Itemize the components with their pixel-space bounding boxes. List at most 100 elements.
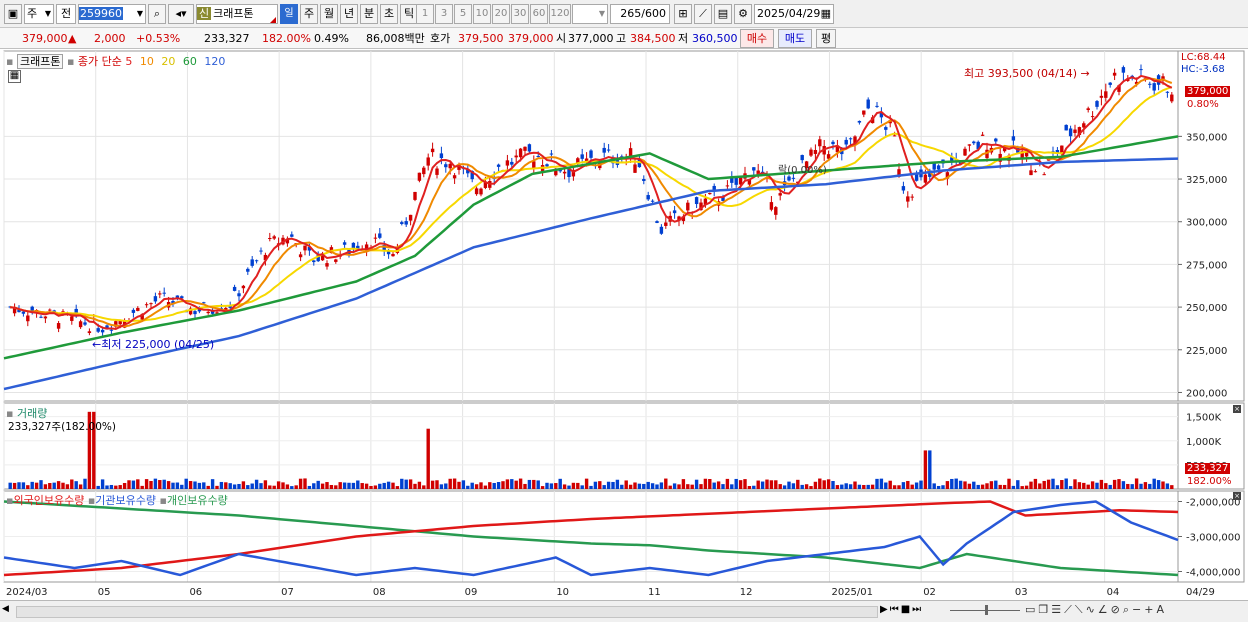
volume-bar	[395, 486, 400, 489]
minus-icon[interactable]: −	[1132, 603, 1145, 616]
volume-bar	[136, 479, 140, 489]
stop-icon[interactable]: ■	[900, 604, 913, 615]
candle	[549, 153, 554, 155]
candle	[518, 148, 523, 158]
candle	[1077, 127, 1082, 136]
candle	[202, 302, 206, 304]
volume-bar	[413, 483, 417, 489]
candle	[879, 112, 884, 118]
prev-button[interactable]: 전	[56, 4, 76, 24]
candle	[356, 245, 360, 250]
volume-bar	[796, 479, 800, 489]
tab-6[interactable]: 틱	[400, 4, 418, 24]
candle	[307, 246, 312, 251]
stock-chart[interactable]: 2024/03 05 06 07 08 09 10 11 12 2025/01 02 03 04 04/2…	[0, 49, 1248, 601]
interval-button-5[interactable]: 5	[454, 4, 472, 24]
sound-icon[interactable]: ◂▾	[168, 4, 194, 24]
tab-3[interactable]: 년	[340, 4, 358, 24]
interval-button-30[interactable]: 30	[511, 4, 529, 24]
interval-button-60[interactable]: 60	[530, 4, 548, 24]
axis-frame-1	[1177, 402, 1245, 490]
zoom-in-icon[interactable]: ⌕	[1122, 603, 1133, 616]
volume-bar	[140, 485, 144, 489]
date-field[interactable]: 2025/04/29 ▦	[754, 4, 834, 24]
interval-button-120[interactable]: 120	[549, 4, 571, 24]
trend-icon[interactable]: ⟍	[1074, 603, 1086, 616]
stock-name-field[interactable]: 신 크래프톤	[196, 4, 278, 24]
tab-5[interactable]: 초	[380, 4, 398, 24]
individual-holdings-line	[3, 500, 1179, 577]
volume-bar	[690, 484, 694, 489]
sell-button[interactable]: 매도	[778, 29, 812, 48]
scrollbar-track[interactable]	[16, 606, 878, 618]
candle	[1095, 101, 1099, 107]
save-icon[interactable]: ▤	[714, 4, 732, 24]
search-icon[interactable]: ⌕	[148, 4, 166, 24]
line-tool-icon[interactable]: ⟋	[1064, 603, 1075, 616]
rectangle-icon[interactable]: ▭	[1025, 603, 1039, 616]
candle	[677, 216, 681, 221]
stock-code-input[interactable]: 259960 ▼	[78, 4, 146, 24]
candle	[1134, 81, 1139, 84]
average-button[interactable]: 평	[816, 29, 836, 48]
font-size-icon[interactable]: A	[1156, 603, 1168, 616]
candle	[1064, 124, 1068, 131]
zoom-slider-handle[interactable]	[985, 605, 988, 615]
candle	[1055, 150, 1060, 154]
tab-2[interactable]: 월	[320, 4, 338, 24]
volume-bar	[26, 485, 30, 489]
tab-0[interactable]: 일	[280, 4, 298, 24]
layout-icon[interactable]: ▣	[4, 4, 22, 24]
candle	[325, 263, 329, 267]
period-type-select[interactable]: 주 ▼	[24, 4, 54, 24]
close-panel-icon[interactable]: ×	[1233, 405, 1241, 413]
fast-forward-icon[interactable]: ⏭	[912, 604, 924, 615]
plus-icon[interactable]: +	[1144, 603, 1157, 616]
draw-line-icon[interactable]: ⟋	[694, 4, 712, 24]
candle-icon[interactable]: ⊞	[674, 4, 692, 24]
play-icon[interactable]: ▶	[880, 604, 890, 615]
volume-bar	[611, 481, 615, 489]
interval-button-1[interactable]: 1	[416, 4, 434, 24]
volume-bar	[866, 484, 870, 489]
volume-bar	[708, 478, 712, 489]
candle	[1046, 159, 1051, 161]
volume-bar	[633, 482, 637, 489]
ex-rights-annotation: 락(0.00%)	[778, 165, 827, 176]
chevron-down-icon: ▼	[44, 9, 51, 18]
buy-button[interactable]: 매수	[740, 29, 774, 48]
volume-bar	[373, 485, 378, 489]
candle	[756, 170, 760, 176]
stack-icon[interactable]: ☰	[1051, 603, 1065, 616]
interval-button-3[interactable]: 3	[435, 4, 453, 24]
candle	[738, 177, 743, 185]
volume-bar	[778, 484, 782, 489]
volume-bar	[501, 481, 505, 489]
interval-button-10[interactable]: 10	[473, 4, 491, 24]
rewind-icon[interactable]: ⏮	[889, 604, 901, 615]
volume-bar	[980, 484, 985, 489]
candle	[826, 154, 831, 159]
scroll-left-icon[interactable]: ◀	[2, 604, 9, 614]
tab-1[interactable]: 주	[300, 4, 318, 24]
calculator-icon[interactable]: ▦	[8, 70, 21, 83]
scroll-controls: ▶⏮■⏭	[880, 604, 923, 615]
high-price: 384,500	[630, 32, 676, 45]
copy-icon[interactable]: ❐	[1038, 603, 1052, 616]
count-field[interactable]: 265/600	[610, 4, 670, 24]
close-panel-icon[interactable]: ×	[1233, 492, 1241, 500]
tab-4[interactable]: 분	[360, 4, 378, 24]
link-icon[interactable]: ⊘	[1110, 603, 1123, 616]
candle	[21, 311, 26, 314]
gear-icon[interactable]: ⚙	[734, 4, 752, 24]
volume-bar	[259, 483, 263, 489]
angle-icon[interactable]: ∠	[1097, 603, 1111, 616]
volume-bar	[8, 482, 12, 489]
interval-select[interactable]: ▼	[572, 4, 608, 24]
interval-button-20[interactable]: 20	[492, 4, 510, 24]
candle	[664, 222, 668, 226]
volume-bar	[378, 483, 382, 489]
wave-icon[interactable]: ∿	[1085, 603, 1098, 616]
chart-area[interactable]: 2024/03 05 06 07 08 09 10 11 12 2025/01 02 03 04 04/2…	[0, 49, 1248, 601]
volume-bar	[158, 480, 162, 489]
